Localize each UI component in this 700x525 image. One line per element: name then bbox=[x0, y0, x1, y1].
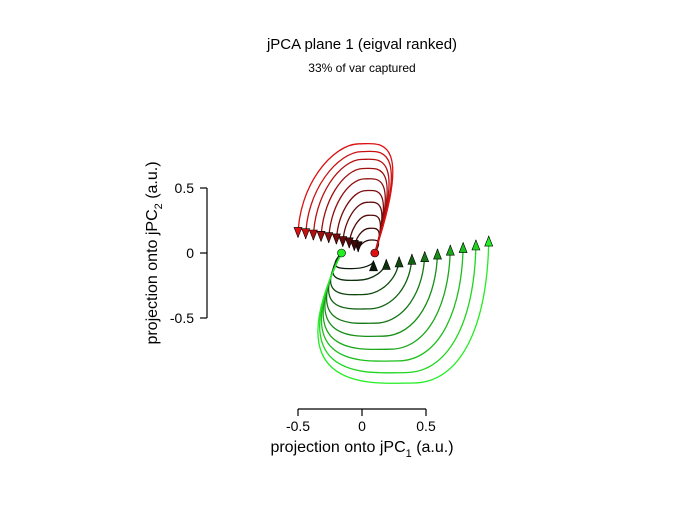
trajectory-arrowhead bbox=[293, 227, 303, 239]
trajectory-arrowhead bbox=[324, 232, 334, 244]
trajectory-start-marker bbox=[337, 248, 346, 258]
trajectory-arrowhead bbox=[369, 259, 378, 272]
trajectory-arrowhead bbox=[433, 248, 442, 260]
chart-subtitle: 33% of var captured bbox=[308, 61, 415, 75]
y-tick-label: 0 bbox=[186, 245, 194, 261]
trajectory-layer bbox=[293, 142, 494, 384]
trajectory-arrowhead bbox=[331, 233, 341, 245]
trajectory-line bbox=[335, 189, 384, 254]
trajectory-line bbox=[312, 158, 390, 254]
trajectory-line bbox=[328, 178, 386, 254]
trajectory-arrowhead bbox=[349, 240, 359, 252]
trajectory-line bbox=[326, 251, 426, 325]
chart-title: jPCA plane 1 (eigval ranked) bbox=[266, 36, 457, 53]
trajectory-arrowhead bbox=[407, 253, 417, 265]
trajectory-arrowhead bbox=[458, 241, 468, 253]
x-tick-label: 0 bbox=[358, 418, 366, 434]
trajectory-line bbox=[320, 242, 464, 362]
trajectory-arrowhead bbox=[471, 239, 481, 251]
trajectory-arrowhead bbox=[381, 258, 391, 270]
trajectory-line bbox=[327, 252, 413, 310]
trajectory-arrowhead bbox=[344, 237, 354, 249]
x-tick-label: -0.5 bbox=[286, 418, 310, 434]
trajectory-line bbox=[305, 150, 392, 254]
trajectory-start-marker bbox=[370, 248, 380, 258]
trajectory-line bbox=[297, 142, 394, 254]
trajectory-arrowhead bbox=[316, 230, 326, 243]
trajectory-line bbox=[322, 245, 451, 351]
trajectory-line bbox=[320, 167, 388, 254]
x-tick-label: 0.5 bbox=[416, 418, 436, 434]
trajectory-line bbox=[324, 249, 439, 338]
trajectory-arrowhead bbox=[308, 229, 318, 241]
trajectory-arrowhead bbox=[484, 235, 494, 247]
x-axis-ticks: -0.5 0 0.5 bbox=[286, 409, 436, 434]
trajectory-line bbox=[329, 252, 400, 296]
y-tick-label: 0.5 bbox=[175, 180, 195, 196]
trajectory-arrowhead bbox=[301, 228, 311, 240]
trajectory-line bbox=[319, 239, 477, 374]
trajectory-arrowhead bbox=[338, 236, 348, 248]
x-axis-label: projection onto jPC1 (a.u.) bbox=[270, 439, 453, 460]
trajectory-arrowhead bbox=[445, 244, 455, 256]
trajectory-line bbox=[317, 236, 490, 384]
trajectory-line bbox=[348, 214, 381, 254]
y-axis-label: projection onto jPC2 (a.u.) bbox=[144, 161, 165, 344]
y-axis-ticks: 0.5 0 -0.5 bbox=[170, 180, 207, 326]
trajectory-arrowhead bbox=[394, 256, 404, 268]
trajectory-arrowhead bbox=[420, 250, 430, 263]
trajectory-line bbox=[342, 201, 383, 254]
y-tick-label: -0.5 bbox=[170, 310, 194, 326]
